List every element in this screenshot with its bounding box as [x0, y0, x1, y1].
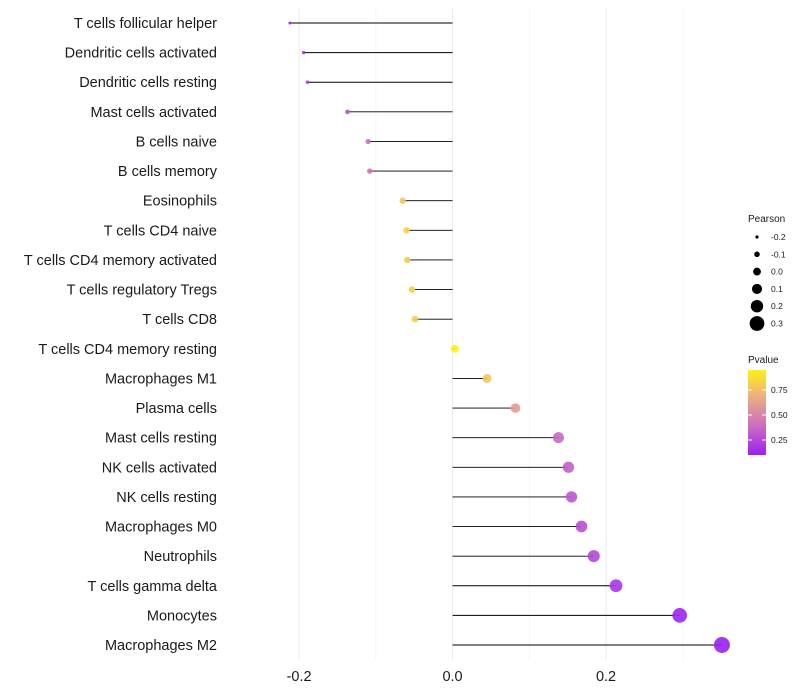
pvalue-color-legend: Pvalue 0.25 0.50 0.75 [748, 355, 788, 455]
color-legend-label: 0.25 [771, 435, 788, 445]
size-legend-key [749, 316, 765, 331]
size-legend-key [755, 235, 759, 239]
data-point [305, 80, 310, 84]
y-tick-label: T cells gamma delta [88, 579, 218, 595]
y-tick-label: Dendritic cells resting [79, 75, 217, 91]
y-tick-label: Mast cells activated [90, 105, 217, 121]
color-legend-label: 0.75 [771, 385, 788, 395]
size-legend-key [750, 299, 764, 313]
size-legend-label: 0.1 [771, 284, 783, 294]
y-tick-label: Monocytes [147, 608, 217, 624]
y-tick-label: T cells CD8 [142, 312, 217, 328]
gridlines [298, 8, 684, 660]
y-tick-label: B cells memory [118, 164, 218, 180]
size-legend-title: Pearson [748, 214, 785, 225]
x-tick-label: 0.0 [442, 669, 462, 685]
data-point [367, 168, 373, 174]
data-point [411, 315, 419, 323]
data-point [552, 432, 564, 444]
lollipop-points [288, 21, 730, 653]
y-tick-label: NK cells activated [102, 460, 217, 476]
size-legend-label: -0.1 [771, 249, 786, 259]
size-legend-key [754, 251, 760, 258]
y-tick-label: Eosinophils [143, 194, 217, 210]
x-tick-label: 0.2 [596, 669, 616, 685]
y-tick-label: T cells regulatory Tregs [67, 283, 217, 299]
data-point [288, 21, 292, 25]
y-tick-label: B cells naive [136, 134, 217, 150]
data-point [609, 579, 623, 593]
color-legend-bar [748, 370, 766, 455]
y-tick-label: T cells CD4 memory activated [24, 253, 217, 269]
y-tick-label: T cells CD4 memory resting [38, 342, 217, 358]
y-tick-label: T cells follicular helper [74, 16, 217, 32]
size-legend-label: -0.2 [771, 232, 786, 242]
size-legend-key [753, 267, 761, 276]
size-legend-label: 0.3 [771, 319, 783, 329]
data-point [403, 227, 410, 234]
data-point [482, 373, 492, 383]
data-point [404, 256, 411, 264]
y-tick-label: Macrophages M0 [105, 520, 217, 536]
y-tick-label: Plasma cells [136, 401, 217, 417]
size-legend-label: 0.2 [771, 301, 783, 311]
data-point [408, 286, 416, 293]
y-axis-labels: T cells follicular helper Dendritic cells… [24, 16, 218, 654]
data-point [399, 197, 406, 204]
x-axis-ticks: -0.2 0.0 0.2 [287, 669, 617, 685]
x-tick-label: -0.2 [287, 669, 312, 685]
y-tick-label: Macrophages M2 [105, 638, 217, 654]
y-tick-label: NK cells resting [116, 490, 217, 506]
data-point [301, 50, 306, 55]
lollipop-stems [289, 22, 722, 646]
data-point [575, 520, 588, 533]
pearson-size-legend: Pearson -0.2 -0.1 0.0 0.1 0.2 0.3 [748, 214, 786, 331]
data-point [345, 109, 350, 115]
data-point [587, 550, 600, 563]
y-tick-label: Mast cells resting [105, 431, 217, 447]
y-tick-label: Macrophages M1 [105, 371, 217, 387]
size-legend-key [751, 283, 763, 294]
data-point [450, 344, 459, 353]
data-point [562, 461, 575, 473]
color-legend-label: 0.50 [771, 410, 788, 420]
data-point [510, 403, 521, 413]
data-point [565, 491, 578, 503]
data-point [713, 637, 730, 653]
y-tick-label: Dendritic cells activated [65, 46, 217, 62]
data-point [672, 608, 688, 623]
size-legend-label: 0.0 [771, 267, 783, 277]
data-point [365, 138, 371, 145]
y-tick-label: T cells CD4 naive [104, 223, 217, 239]
color-legend-title: Pvalue [748, 355, 779, 366]
y-tick-label: Neutrophils [144, 549, 217, 565]
